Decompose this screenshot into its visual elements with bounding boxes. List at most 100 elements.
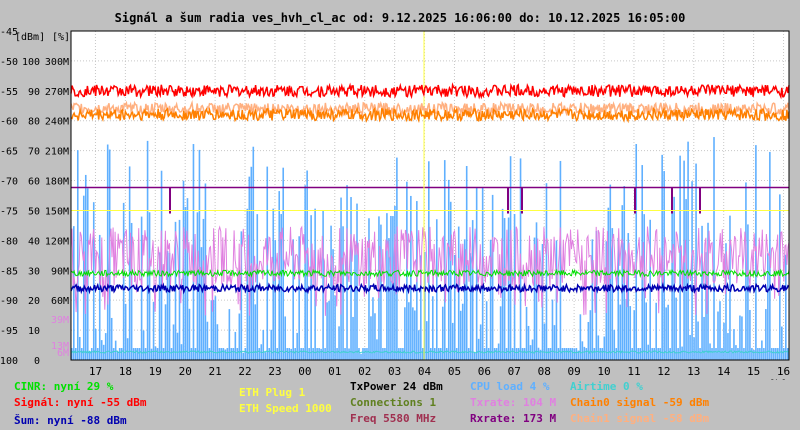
- y-tick-dbm: -50: [0, 57, 18, 68]
- y-tick-rate: 150M: [45, 206, 69, 217]
- cpu-bar: [362, 348, 364, 360]
- x-tick-label: 21: [208, 365, 221, 378]
- cpu-bar: [80, 348, 83, 360]
- cpu-bar: [364, 348, 366, 360]
- cpu-bar: [767, 253, 769, 360]
- cpu-bar: [134, 348, 137, 360]
- x-tick-label: 02: [358, 365, 371, 378]
- cpu-bar: [206, 321, 209, 360]
- cpu-bar: [551, 299, 554, 360]
- x-tick-label: 00: [298, 365, 311, 378]
- cpu-bar: [71, 348, 73, 360]
- cpu-bar: [244, 348, 247, 360]
- cpu-bar: [617, 237, 620, 360]
- cpu-bar: [781, 326, 783, 360]
- y-tick-dbm: -75: [0, 206, 18, 217]
- cpu-bar: [593, 348, 596, 360]
- cpu-bar: [711, 348, 713, 360]
- cpu-bar: [745, 182, 747, 360]
- cpu-bar: [216, 324, 219, 360]
- cpu-bar: [725, 243, 727, 360]
- cpu-bar: [404, 307, 406, 360]
- cpu-bar: [533, 237, 536, 360]
- cpu-bar: [713, 137, 715, 360]
- cpu-bar: [459, 310, 462, 360]
- cpu-bar: [122, 202, 125, 360]
- cpu-bar: [699, 348, 701, 360]
- cpu-bar: [681, 346, 683, 360]
- cpu-bar: [320, 348, 322, 360]
- cpu-bar: [443, 160, 446, 360]
- plot-area: [71, 31, 789, 360]
- cpu-bar: [761, 340, 763, 360]
- cpu-bar: [110, 317, 113, 360]
- y-tick-dbm: -90: [0, 296, 18, 307]
- y-tick-rate: 60M: [51, 296, 69, 307]
- cpu-bar: [256, 214, 259, 360]
- cpu-bar: [539, 349, 542, 360]
- cpu-bar: [308, 348, 310, 360]
- cpu-bar: [485, 301, 488, 360]
- y-tick-rate-aux: 6M: [57, 348, 69, 359]
- cpu-bar: [567, 348, 570, 360]
- cpu-bar: [356, 203, 358, 360]
- y-tick-rate: 300M: [45, 57, 69, 68]
- signal-noise-chart: -45-50-55-60-65-70-75-80-85-90-95-100100…: [0, 27, 790, 380]
- x-tick-label: 04: [418, 365, 432, 378]
- y-tick-dbm: -60: [0, 117, 18, 128]
- cpu-bar: [691, 181, 693, 360]
- cpu-bar: [783, 348, 785, 360]
- cpu-bar: [158, 252, 161, 360]
- cpu-bar: [130, 222, 133, 360]
- cpu-bar: [300, 348, 302, 360]
- cpu-bar: [687, 141, 689, 360]
- y-unit-dbm: [dBm]: [15, 32, 45, 43]
- cpu-bar: [254, 304, 257, 360]
- cpu-bar: [757, 348, 759, 360]
- cpu-bar: [441, 306, 444, 360]
- cpu-bar: [302, 348, 304, 360]
- x-tick-label: 16: [777, 365, 790, 378]
- cpu-bar: [296, 332, 298, 360]
- x-tick-label: 09: [567, 365, 580, 378]
- cpu-bar: [236, 348, 239, 360]
- y-tick-rate: 210M: [45, 147, 69, 158]
- y-tick-dbm: -45: [0, 27, 18, 38]
- cpu-bar: [352, 316, 354, 360]
- cpu-bar: [388, 238, 390, 360]
- cpu-bar: [214, 296, 217, 360]
- cpu-bar: [723, 322, 725, 360]
- cpu-bar: [274, 240, 277, 360]
- cpu-bar: [491, 194, 494, 360]
- cpu-bar: [226, 348, 229, 360]
- x-tick-label: 18: [119, 365, 132, 378]
- cpu-bar: [128, 166, 131, 360]
- cpu-bar: [715, 348, 717, 360]
- cpu-bar: [166, 250, 169, 360]
- cpu-bar: [198, 149, 201, 360]
- cpu-bar: [176, 332, 179, 360]
- cpu-bar: [96, 348, 99, 360]
- cpu-bar: [74, 348, 77, 360]
- cpu-bar: [697, 321, 699, 360]
- cpu-bar: [437, 348, 440, 360]
- cpu-bar: [595, 230, 598, 360]
- cpu-bar: [717, 311, 719, 360]
- cpu-bar: [418, 330, 420, 360]
- cpu-bar: [785, 254, 787, 360]
- y-tick-pct: 80: [28, 117, 40, 128]
- cpu-bar: [366, 348, 368, 360]
- cpu-bar: [749, 309, 751, 360]
- cpu-bar: [561, 348, 564, 360]
- cpu-bar: [553, 325, 556, 360]
- cpu-bar: [531, 339, 534, 360]
- cpu-bar: [701, 225, 703, 360]
- x-tick-label: 11: [627, 365, 640, 378]
- cpu-bar: [645, 302, 647, 360]
- cpu-bar: [116, 351, 119, 360]
- cpu-bar: [348, 348, 350, 360]
- cpu-bar: [493, 348, 496, 360]
- cpu-bar: [104, 333, 107, 360]
- cpu-bar: [431, 296, 434, 360]
- cpu-bar: [545, 183, 548, 360]
